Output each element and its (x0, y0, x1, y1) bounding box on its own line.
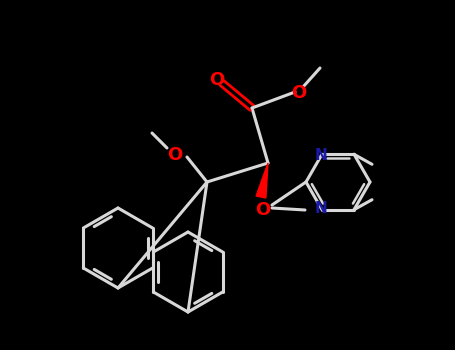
Text: O: O (209, 71, 225, 89)
Text: N: N (314, 201, 328, 216)
Text: O: O (167, 146, 182, 164)
Text: O: O (255, 201, 271, 219)
Polygon shape (256, 163, 268, 198)
Text: O: O (291, 84, 307, 102)
Text: N: N (314, 148, 328, 163)
